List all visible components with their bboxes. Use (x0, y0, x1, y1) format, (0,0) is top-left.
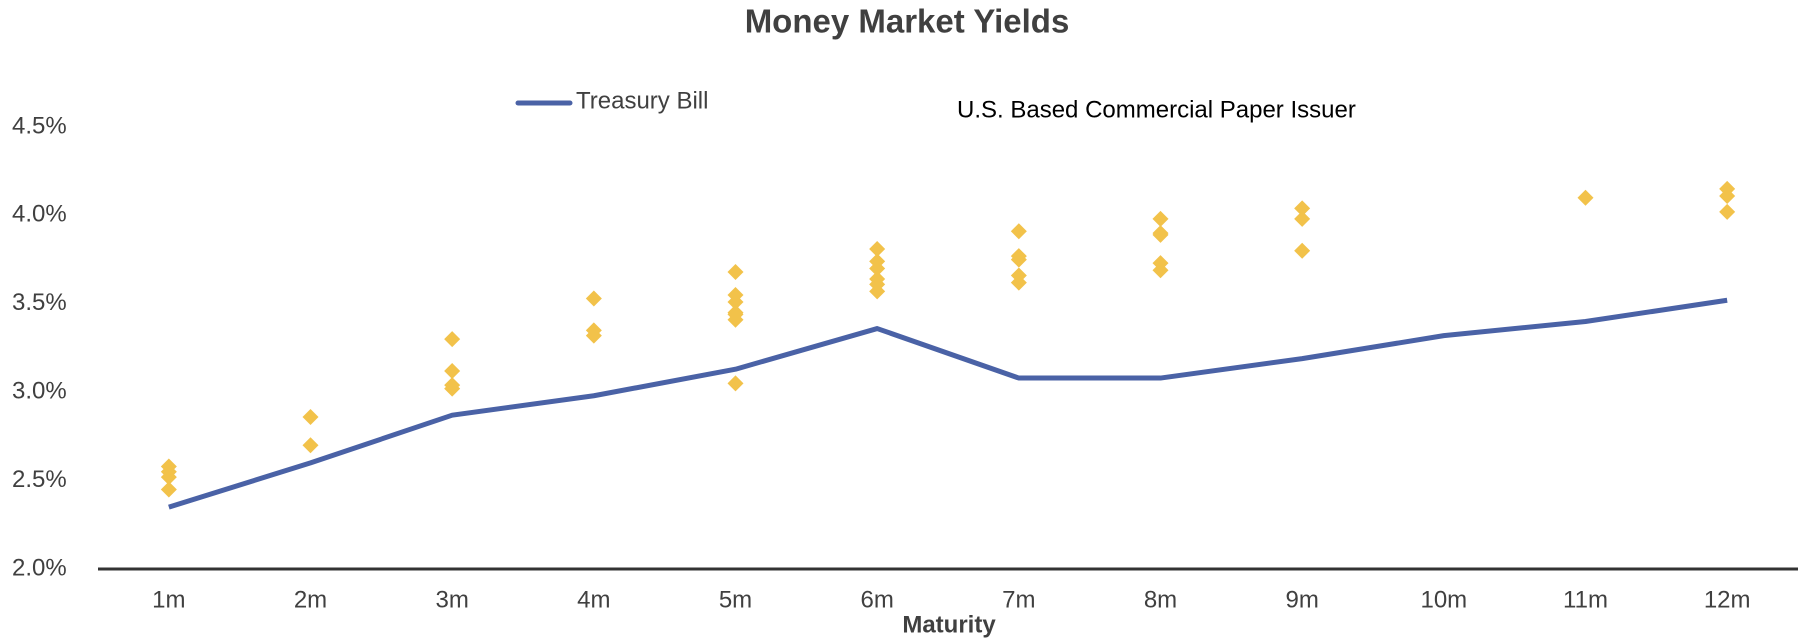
scatter-point (727, 294, 744, 311)
scatter-point (1152, 226, 1169, 243)
y-tick-label: 2.5% (12, 466, 67, 493)
scatter-point (444, 362, 461, 379)
scatter-point (727, 311, 744, 328)
scatter-point (727, 263, 744, 280)
line-series (168, 297, 1728, 510)
x-tick-label: 4m (577, 586, 610, 613)
y-tick-label: 4.0% (12, 201, 67, 228)
x-tick-label: 6m (860, 586, 893, 613)
scatter-point (1010, 223, 1027, 240)
x-tick-label: 8m (1144, 586, 1177, 613)
scatter-point (1577, 189, 1594, 206)
scatter-point (1152, 262, 1169, 279)
scatter-point (1152, 210, 1169, 227)
x-tick-label: 3m (435, 586, 468, 613)
scatter-point (727, 375, 744, 392)
scatter-point (444, 380, 461, 397)
scatter-point (869, 240, 886, 257)
x-tick-label: 2m (294, 586, 327, 613)
x-tick-label: 7m (1002, 586, 1035, 613)
legend-label: Treasury Bill (576, 87, 708, 114)
x-tick-label: 10m (1420, 586, 1467, 613)
y-tick-label: 3.0% (12, 378, 67, 405)
scatter-point (585, 290, 602, 307)
y-tick-label: 2.0% (12, 554, 67, 581)
x-tick-label: 12m (1704, 586, 1751, 613)
chart-title: Money Market Yields (745, 3, 1070, 40)
scatter-point (302, 408, 319, 425)
y-tick-label: 3.5% (12, 289, 67, 316)
scatter-point (1719, 187, 1736, 204)
scatter-point (585, 327, 602, 344)
scatter-point (1294, 210, 1311, 227)
scatter-point (444, 331, 461, 348)
scatter-point (302, 437, 319, 454)
x-tick-label: 1m (152, 586, 185, 613)
scatter-point (869, 260, 886, 277)
x-tick-label: 9m (1285, 586, 1318, 613)
scatter-point (1719, 203, 1736, 220)
scatter-point (869, 283, 886, 300)
scatter-point (1294, 200, 1311, 217)
scatter-point (1010, 274, 1027, 291)
x-tick-label: 5m (719, 586, 752, 613)
x-axis-label: Maturity (902, 611, 996, 638)
y-tick-label: 4.5% (12, 112, 67, 139)
scatter-point (160, 481, 177, 498)
scatter-point (160, 469, 177, 486)
scatter-point (1010, 251, 1027, 268)
x-tick-label: 11m (1563, 586, 1608, 613)
scatter-point (1294, 242, 1311, 259)
legend-label: U.S. Based Commercial Paper Issuer (957, 96, 1356, 123)
